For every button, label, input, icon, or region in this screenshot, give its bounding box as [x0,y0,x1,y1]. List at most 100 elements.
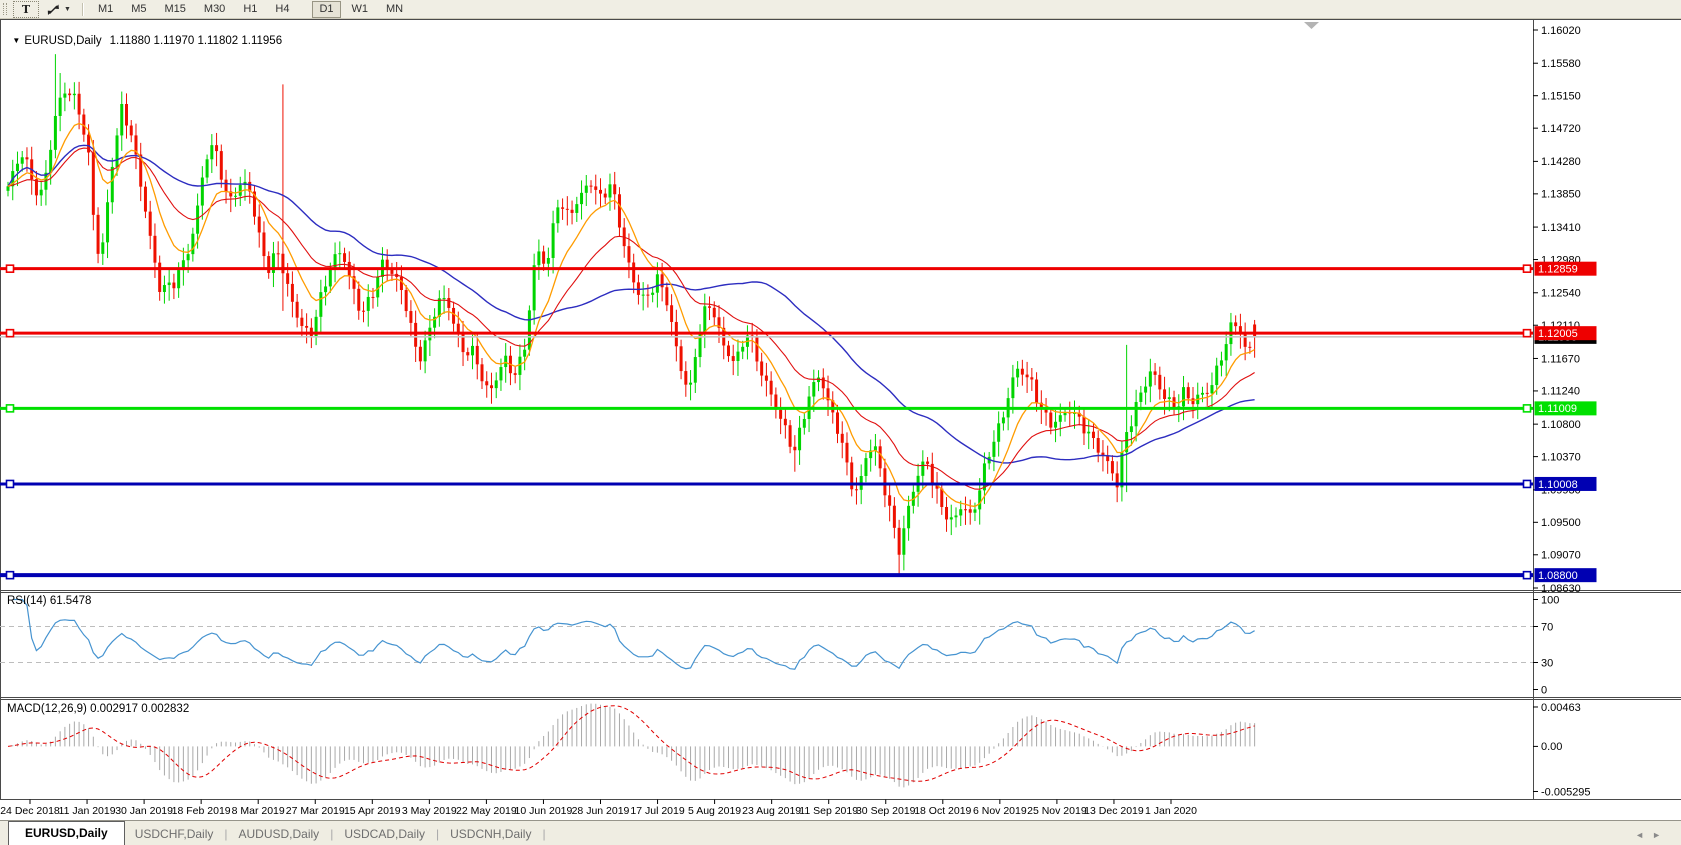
timeframe-button-m15[interactable]: M15 [164,2,186,15]
candle-body [224,179,228,192]
horizontal-line-1.11009[interactable] [0,404,1533,413]
candle-body [968,509,972,513]
tab-usdcad-daily[interactable]: USDCAD,Daily [344,827,425,841]
candle-body [1016,368,1020,378]
candle-body [1039,402,1043,409]
date-axis-label: 30 Jan 2019 [115,805,173,817]
candle-body [850,462,854,490]
candle-body [238,185,242,196]
toolbar-grip[interactable] [3,3,7,15]
candle-body [1073,412,1076,414]
candle-body [1129,426,1133,433]
timeframe-button-h1[interactable]: H1 [243,2,258,15]
candle-body [731,356,735,362]
tab-separator: | [330,827,334,841]
candle-body [836,412,839,434]
ma-slow-line [7,144,1255,464]
tab-eurusd-daily[interactable]: EURUSD,Daily [8,821,125,845]
price-level-badge: 1.08800 [1534,568,1597,583]
date-axis-label: 28 Jun 2019 [572,805,630,817]
candle-body [210,145,214,160]
symbol-dropdown-icon[interactable]: ▼ [12,36,21,45]
price-axis-label: 1.09070 [1541,550,1581,562]
horizontal-line-1.12859[interactable] [0,264,1533,273]
timeframe-button-d1[interactable]: D1 [312,0,341,18]
hline-handle[interactable] [5,264,15,273]
hline-handle[interactable] [1522,328,1532,338]
date-axis-label: 18 Feb 2019 [172,805,231,817]
tab-usdchf-daily[interactable]: USDCHF,Daily [134,827,214,841]
candle-body [305,325,309,328]
candle-body [532,265,536,311]
price-axis-label: 1.11670 [1541,353,1580,365]
hline-handle[interactable] [5,570,15,580]
timeframe-button-mn[interactable]: MN [386,2,404,15]
candle-body [1025,374,1029,378]
candle-body [494,380,498,389]
hline-handle[interactable] [5,404,15,413]
candle-body [25,157,29,160]
hline-handle[interactable] [1522,479,1532,489]
candle-body [821,377,825,389]
timeframe-button-h4[interactable]: H4 [275,2,290,15]
candle-body [475,345,479,365]
hline-handle[interactable] [1522,404,1532,413]
candle-body [973,509,977,513]
horizontal-line-1.08800[interactable] [0,570,1533,580]
tabs-scroll-right-icon[interactable]: ► [1652,830,1669,840]
tabs-scroll-left-icon[interactable]: ◄ [1635,830,1653,840]
candle-body [565,208,569,210]
macd-histogram [12,703,1256,788]
candle-body [442,298,446,300]
price-axis-label: 1.12540 [1541,288,1581,300]
candle-body [1163,389,1167,400]
chart-title[interactable]: ▼ EURUSD,Daily 1.11880 1.11970 1.11802 1.1… [6,23,282,47]
date-axis-label: 11 Sep 2019 [799,805,858,817]
candle-body [1054,421,1058,428]
hline-handle[interactable] [1522,570,1532,580]
arrows-icon [47,4,59,15]
hline-handle[interactable] [1522,264,1532,273]
candle-body [1134,401,1138,427]
hline-handle[interactable] [5,479,15,489]
candle-body [982,463,986,491]
candle-body [760,361,764,376]
horizontal-line-1.12005[interactable] [0,328,1533,338]
badge-text: 1.11009 [1538,403,1577,415]
candle-body [1049,412,1053,428]
horizontal-line-1.10008[interactable] [0,479,1533,489]
candle-body [120,103,124,136]
candle-body [1153,371,1157,375]
rsi-indicator-label: RSI(14) 61.5478 [7,595,92,607]
candle-body [963,509,967,511]
candle-body [854,489,858,491]
tab-usdcnh-daily[interactable]: USDCNH,Daily [450,827,532,841]
candle-body [954,515,958,518]
candle-body [736,351,740,362]
timeframe-button-m5[interactable]: M5 [131,2,147,15]
timeframe-button-m30[interactable]: M30 [203,2,226,15]
candle-body [390,268,394,274]
timeframe-button-m1[interactable]: M1 [97,2,114,15]
candle-body [172,282,176,289]
text-tool-button[interactable]: T [13,0,39,18]
candle-body [1238,326,1242,334]
date-axis-label: 22 May 2019 [456,805,517,817]
candle-body [840,433,844,443]
arrows-tool-button[interactable]: ▼ [43,1,74,18]
chart-shift-marker-icon[interactable] [1304,22,1319,29]
date-axis-label: 10 Jun 2019 [515,805,573,817]
tab-audusd-daily[interactable]: AUDUSD,Daily [238,827,320,841]
candle-body [366,296,370,311]
candle-body [158,262,162,292]
timeframe-button-w1[interactable]: W1 [351,2,369,15]
candle-body [271,253,275,273]
candle-body [414,322,418,347]
candle-body [68,93,72,96]
hline-handle[interactable] [5,328,15,338]
rsi-axis-label: 70 [1541,621,1553,633]
rsi-axis-label: 100 [1541,594,1559,606]
price-axis-label: 1.11240 [1541,386,1580,398]
date-axis-label: 27 Mar 2019 [286,805,345,817]
